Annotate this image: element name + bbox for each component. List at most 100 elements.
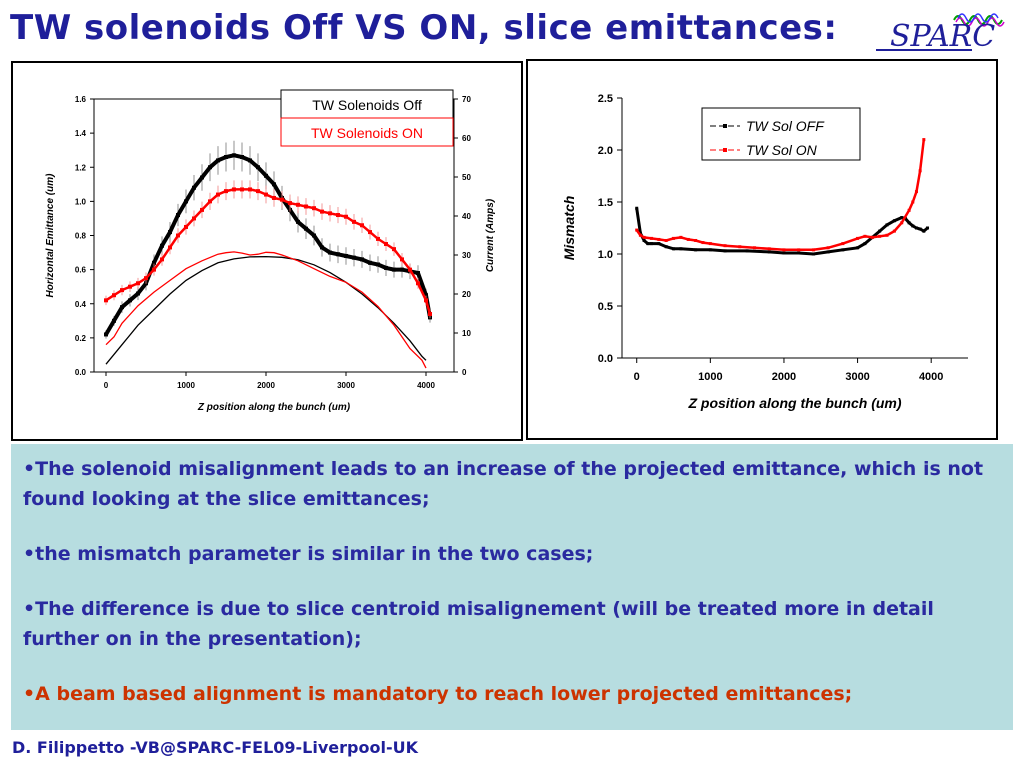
- data-point: [336, 252, 340, 257]
- legend-label-off: TW Solenoids Off: [312, 97, 422, 113]
- data-point: [878, 234, 882, 238]
- data-point: [863, 242, 867, 246]
- data-point: [112, 318, 116, 323]
- data-point: [878, 229, 882, 233]
- data-point: [312, 233, 316, 238]
- data-point: [914, 226, 918, 230]
- x-tick-label: 1000: [177, 381, 195, 390]
- x-tick-label: 3000: [845, 371, 869, 383]
- logo-wave: [955, 17, 1005, 27]
- data-point: [657, 242, 661, 246]
- y2-tick-label: 0: [462, 368, 467, 377]
- data-point: [192, 216, 196, 221]
- data-point: [708, 242, 712, 246]
- mismatch-chart: 0.0 0.5 1.0 1.5 2.0 2.5 0 1000 2000 3000 4000 Z pos…: [561, 93, 968, 411]
- data-point: [360, 223, 364, 228]
- legend-box: [701, 107, 861, 161]
- data-point: [176, 213, 180, 218]
- series-line: [105, 188, 432, 315]
- data-point: [328, 250, 332, 255]
- footer-credit: D. Filippetto -VB@SPARC-FEL09-Liverpool-…: [12, 738, 418, 757]
- data-point: [392, 247, 396, 252]
- y-tick-label: 2.0: [598, 145, 613, 157]
- data-point: [642, 235, 646, 239]
- data-point: [767, 247, 771, 251]
- data-point: [767, 250, 771, 254]
- data-point: [694, 248, 698, 252]
- data-point: [184, 224, 188, 229]
- data-point: [635, 206, 639, 210]
- data-point: [368, 230, 372, 235]
- data-point: [649, 236, 653, 240]
- data-point: [400, 257, 404, 262]
- data-point: [224, 155, 228, 160]
- y2-tick-label: 10: [462, 329, 471, 338]
- data-point: [900, 221, 904, 225]
- data-point: [152, 260, 156, 265]
- data-point: [907, 221, 911, 225]
- x-tick-label: 0: [634, 371, 640, 383]
- data-point: [811, 248, 815, 252]
- data-point: [192, 185, 196, 190]
- data-point: [328, 211, 332, 216]
- y-tick-label: 0.0: [598, 353, 613, 365]
- x-tick-label: 3000: [337, 381, 355, 390]
- data-point: [104, 332, 108, 337]
- data-point: [646, 242, 650, 246]
- y2-axis-label: Current (Amps): [485, 198, 496, 272]
- data-point: [224, 189, 228, 194]
- legend-label-on: TW Solenoids ON: [311, 125, 423, 141]
- data-point: [911, 224, 915, 228]
- sparc-logo: SPARC: [876, 13, 1005, 54]
- data-point: [376, 262, 380, 267]
- data-point: [657, 237, 661, 241]
- data-point: [240, 155, 244, 160]
- data-point: [922, 229, 926, 233]
- y-tick-label: 0.5: [598, 301, 613, 313]
- data-point: [885, 223, 889, 227]
- y-tick-label: 1.0: [75, 197, 87, 206]
- slide-title: TW solenoids Off VS ON, slice emittances…: [10, 8, 838, 48]
- data-point: [926, 226, 930, 230]
- data-point: [240, 187, 244, 192]
- data-point: [208, 199, 212, 204]
- data-point: [200, 207, 204, 212]
- y-tick-label: 0.0: [75, 368, 87, 377]
- logo-wave: [957, 13, 999, 23]
- data-point: [360, 257, 364, 262]
- x-tick-label: 0: [104, 381, 109, 390]
- logo-text: SPARC: [890, 19, 995, 54]
- data-point: [320, 245, 324, 250]
- x-axis-label: Z position along the bunch (um): [197, 402, 351, 413]
- data-point: [296, 202, 300, 207]
- y-tick-label: 0.4: [75, 300, 87, 309]
- data-point: [352, 219, 356, 224]
- data-point: [841, 242, 845, 246]
- data-point: [863, 234, 867, 238]
- y-tick-label: 1.5: [598, 197, 613, 209]
- data-point: [911, 200, 915, 204]
- x-tick-label: 4000: [417, 381, 435, 390]
- data-point: [256, 189, 260, 194]
- data-point: [272, 182, 276, 187]
- data-point: [168, 230, 172, 235]
- x-tick-label: 4000: [919, 371, 943, 383]
- data-point: [701, 241, 705, 245]
- data-point: [892, 229, 896, 233]
- y2-tick-label: 30: [462, 251, 471, 260]
- data-point: [296, 219, 300, 224]
- data-point: [176, 233, 180, 238]
- data-point: [649, 242, 653, 246]
- data-point: [664, 238, 668, 242]
- data-point: [400, 267, 404, 272]
- data-point: [679, 235, 683, 239]
- data-point: [200, 175, 204, 180]
- series-line: [635, 207, 929, 256]
- data-point: [782, 251, 786, 255]
- data-point: [384, 265, 388, 270]
- data-point: [694, 238, 698, 242]
- data-point: [208, 165, 212, 170]
- data-point: [738, 245, 742, 249]
- data-point: [128, 284, 132, 289]
- legend-label: TW Sol OFF: [746, 118, 825, 134]
